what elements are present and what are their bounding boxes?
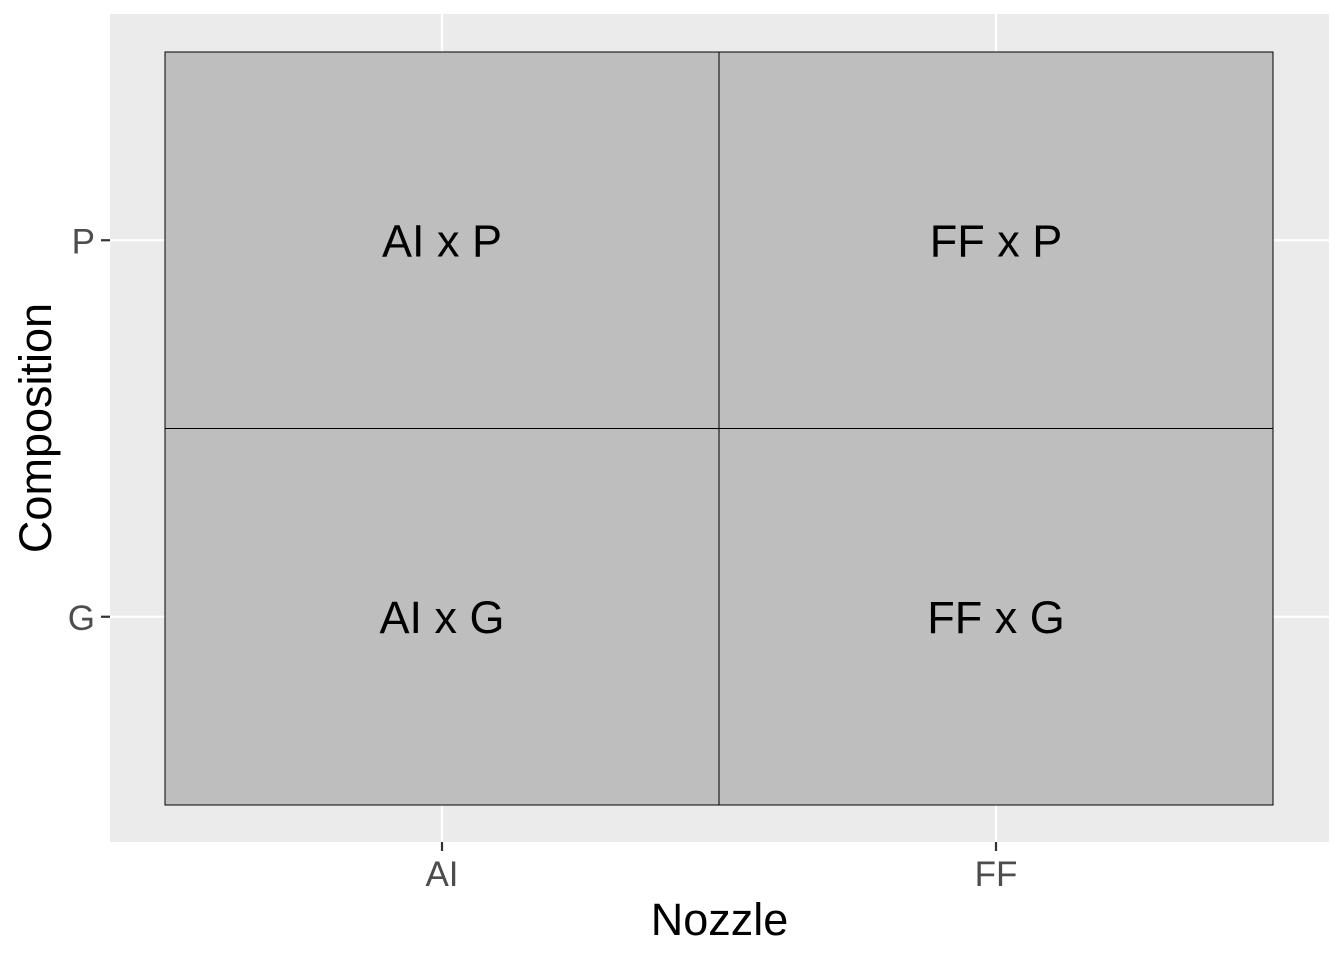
y-tick-label-g: G: [68, 599, 95, 638]
x-axis-title: Nozzle: [651, 894, 789, 945]
x-axis: AI FF: [425, 842, 1017, 894]
tiles: [164, 51, 1274, 806]
tile-ff-g: [718, 428, 1274, 806]
x-tick-label-ff: FF: [975, 855, 1018, 894]
cell-label-ff-p: FF x P: [930, 215, 1063, 266]
cell-label-ai-p: AI x P: [382, 215, 502, 266]
cell-labels: AI x P FF x P AI x G FF x G: [379, 215, 1064, 643]
x-tick-label-ai: AI: [425, 855, 458, 894]
cell-label-ai-g: AI x G: [379, 592, 504, 643]
cell-label-ff-g: FF x G: [927, 592, 1064, 643]
y-tick-label-p: P: [72, 222, 95, 261]
y-axis-title: Composition: [10, 303, 61, 553]
tile-ff-p: [718, 51, 1274, 429]
tile-ai-g: [164, 428, 720, 806]
y-axis: GP: [68, 222, 110, 638]
